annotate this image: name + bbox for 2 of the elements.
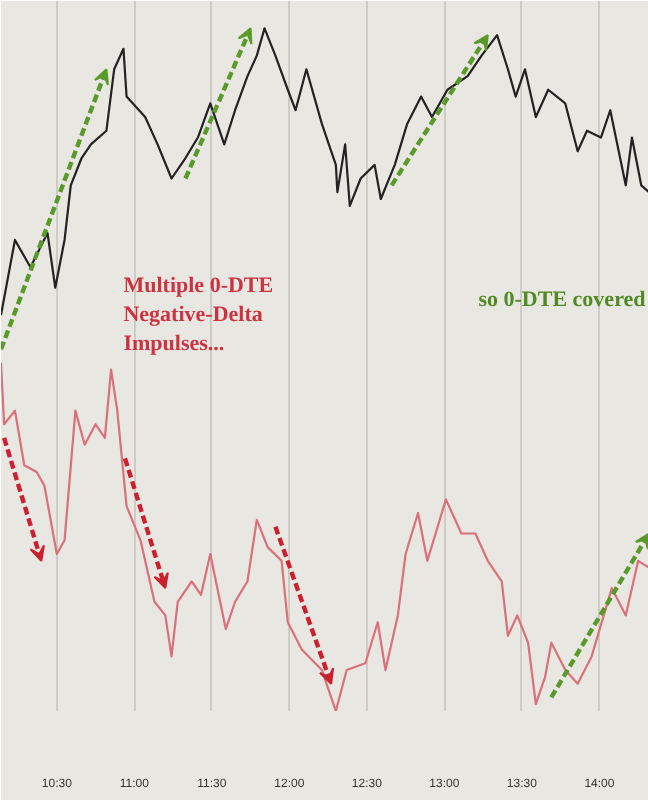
annotation: so 0-DTE covered bbox=[478, 287, 646, 312]
annotation: Multiple 0-DTE Negative-Delta Impulses... bbox=[123, 274, 274, 356]
